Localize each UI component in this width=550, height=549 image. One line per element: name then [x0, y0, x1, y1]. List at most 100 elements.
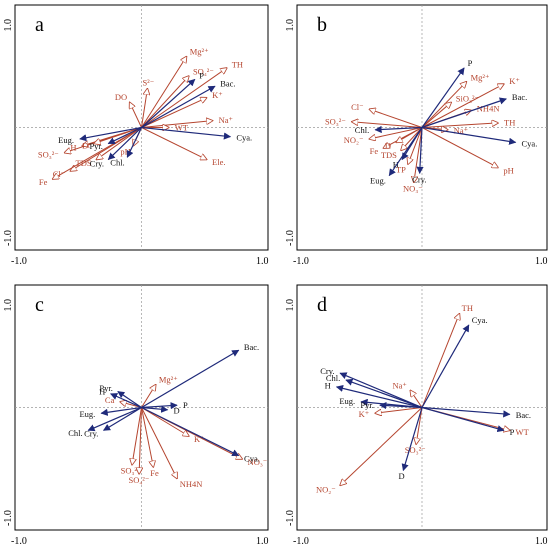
species-arrow	[416, 127, 424, 175]
env-label: K⁺	[194, 434, 205, 444]
species-label: Cya.	[472, 315, 488, 325]
species-arrow	[110, 393, 142, 409]
env-arrow	[421, 314, 459, 408]
env-label: TH	[504, 118, 515, 128]
env-label: K⁺	[359, 409, 370, 419]
env-arrow	[421, 123, 498, 128]
panel-d: d -1.0 1.0 1.0 -1.0 TH Na⁺ K⁺ WT SO₃²⁻ NO₂⁻ Cya. Cry…	[285, 284, 548, 547]
species-label: Cry.	[320, 366, 334, 376]
species-arrow	[102, 406, 142, 431]
y-tick-min: -1.0	[3, 510, 14, 526]
y-tick-max: 1.0	[3, 19, 14, 32]
env-arrow	[141, 89, 148, 128]
env-label: Mg²⁺	[471, 72, 490, 82]
species-arrow	[126, 127, 143, 158]
y-tick-min: -1.0	[285, 510, 296, 526]
species-arrow	[421, 406, 511, 418]
species-label: Chl.	[110, 158, 124, 168]
env-arrow	[141, 76, 189, 128]
env-label: TDS	[381, 150, 397, 160]
species-label: Chl.	[355, 125, 369, 135]
env-label: K⁺	[212, 90, 223, 100]
species-label: Eug.	[339, 396, 355, 406]
species-arrow	[379, 401, 423, 410]
env-arrow	[141, 57, 187, 128]
x-tick-max: 1.0	[256, 256, 269, 267]
env-arrow	[369, 127, 423, 139]
env-label: Na⁺	[219, 115, 234, 125]
species-label: P	[183, 400, 188, 410]
env-label: H	[70, 143, 76, 153]
env-arrow	[53, 127, 142, 180]
species-label: Pyr.	[360, 400, 373, 410]
species-arrow	[141, 349, 240, 409]
x-tick-max: 1.0	[535, 256, 548, 267]
env-label: Na⁺	[393, 380, 408, 390]
species-arrow	[339, 372, 423, 409]
species-arrow	[421, 324, 470, 408]
species-label: Eug.	[79, 409, 95, 419]
species-arrow	[141, 406, 240, 457]
species-arrow	[141, 78, 196, 128]
env-label: NO₂⁻	[344, 135, 364, 145]
env-arrow	[141, 407, 178, 479]
env-label: SO₄²⁻	[128, 475, 149, 485]
species-label: Bac.	[512, 92, 527, 102]
x-tick-min: -1.0	[293, 256, 309, 267]
env-arrow	[396, 127, 423, 143]
species-label: Chl.	[68, 428, 82, 438]
species-arrow	[374, 125, 423, 134]
species-label: Eug.	[370, 176, 386, 186]
x-tick-max: 1.0	[535, 536, 548, 547]
env-label: Na⁺	[454, 125, 469, 135]
species-label: H	[325, 380, 331, 390]
env-arrow	[141, 407, 154, 468]
panel-a: a -1.0 1.0 1.0 -1.0 Mg²⁺ TH SO₄²⁻ K⁺ S²⁻ DO Na⁺ WT El…	[3, 4, 269, 267]
env-label: K⁺	[509, 76, 520, 86]
env-label: SO₃²⁻	[38, 150, 59, 160]
species-label: H	[393, 160, 399, 170]
env-label: Ele.	[212, 157, 225, 167]
env-label: NO₃⁻	[248, 457, 268, 467]
env-label: TH	[232, 60, 243, 70]
env-label: S²⁻	[142, 78, 154, 88]
x-tick-min: -1.0	[293, 536, 309, 547]
y-tick-max: 1.0	[285, 19, 296, 32]
species-label: D	[174, 405, 180, 415]
species-label: Pyr.	[89, 141, 102, 151]
env-label: Fe	[39, 177, 48, 187]
env-label: WT	[516, 427, 530, 437]
env-label: D	[82, 140, 88, 150]
species-label: Bac.	[516, 410, 531, 420]
env-arrow	[369, 109, 423, 128]
panel-label: c	[35, 294, 44, 316]
env-label: NO₃⁻	[403, 183, 423, 193]
env-arrow	[141, 98, 207, 128]
species-label: Bac.	[244, 342, 259, 352]
species-arrow	[421, 126, 517, 145]
env-label: SO₄²⁻	[193, 67, 214, 77]
env-label: pH	[503, 165, 513, 175]
species-arrow	[107, 126, 142, 145]
y-tick-max: 1.0	[285, 299, 296, 312]
env-arrow	[410, 390, 423, 408]
env-arrow	[414, 127, 423, 183]
env-arrow	[141, 68, 227, 128]
species-arrow	[388, 127, 423, 177]
species-label: H	[99, 386, 105, 396]
x-tick-max: 1.0	[256, 536, 269, 547]
env-label: pH	[120, 146, 130, 156]
env-arrow	[96, 127, 142, 160]
env-arrow	[375, 407, 423, 414]
env-arrow	[94, 127, 142, 144]
env-arrow	[421, 84, 504, 128]
env-label: Ca	[105, 395, 115, 405]
species-arrow	[141, 402, 178, 410]
env-label: TH	[462, 303, 473, 313]
species-arrow	[87, 406, 142, 432]
env-arrow	[141, 121, 213, 128]
env-label: Fe	[370, 146, 379, 156]
species-label: Cya.	[522, 138, 538, 148]
species-label: Cry.	[84, 429, 98, 439]
species-label: Chl.	[326, 373, 340, 383]
